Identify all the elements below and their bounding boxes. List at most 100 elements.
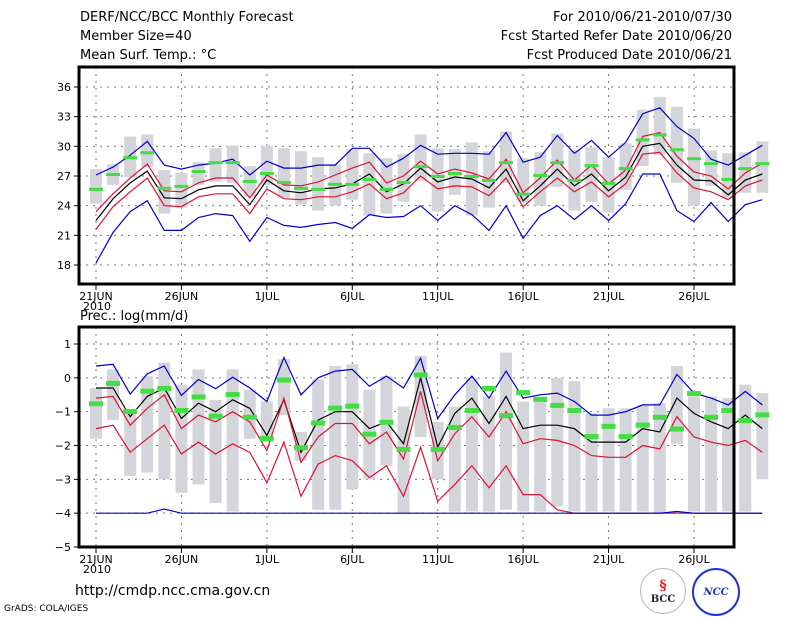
temp-observed-mark <box>635 138 650 142</box>
temp-line-min_upper <box>95 107 763 176</box>
temp-ytick-label: 27 <box>57 170 71 183</box>
temp-spread-box <box>500 131 513 183</box>
prec-observed-mark <box>738 418 753 424</box>
prec-xtick-label: 21JUL <box>593 553 625 566</box>
prec-ytick-label: −2 <box>55 440 71 453</box>
prec-observed-mark <box>447 424 462 430</box>
temp-observed-mark <box>413 165 428 169</box>
temp-observed-mark <box>533 174 548 177</box>
temp-spread-box <box>158 170 171 214</box>
prec-spread-box <box>90 387 102 439</box>
forecast-period: For 2010/06/21-2010/07/30 <box>553 10 732 25</box>
temp-spread-box <box>636 109 649 167</box>
temp-xtick-label: 26JUN <box>165 290 199 303</box>
prec-ytick-label: 1 <box>64 338 71 351</box>
temp-line-spread_upper <box>95 131 763 213</box>
website-url[interactable]: http://cmdp.ncc.cma.gov.cn <box>75 583 271 599</box>
prec-observed-mark <box>687 391 701 397</box>
prec-observed-mark <box>362 431 377 437</box>
prec-observed-mark <box>140 388 155 394</box>
prec-observed-mark <box>396 446 411 452</box>
temp-observed-mark <box>704 162 719 166</box>
temp-observed-mark <box>328 182 343 186</box>
temp-observed-mark <box>396 180 411 184</box>
prec-observed-mark <box>123 408 138 414</box>
temp-panel: 18 21 24 27 30 33 36 21JUN 26JUN 1JUL 6JUL 11JUL 16J… <box>57 65 770 313</box>
temp-ytick-label: 21 <box>57 229 71 242</box>
temp-observed-mark <box>652 133 667 137</box>
prec-spread-box <box>158 362 171 480</box>
temp-xtick-label: 21JUN <box>79 290 113 303</box>
temp-observed-mark <box>276 180 291 184</box>
prec-observed-mark <box>516 390 531 396</box>
prec-observed-mark <box>567 407 582 413</box>
temp-observed-mark <box>516 192 531 196</box>
temp-line-ensemble_mean <box>95 142 763 221</box>
prec-observed-mark <box>208 413 223 419</box>
prec-observed-mark <box>652 414 667 420</box>
prec-spread-box <box>619 408 632 512</box>
temp-observed-mark <box>345 182 360 186</box>
temp-spread-box <box>705 150 718 186</box>
prec-title: Prec.: log(mm/d) <box>80 309 189 324</box>
prec-spread-box <box>551 377 564 507</box>
prec-observed-mark <box>311 420 326 426</box>
prec-observed-mark <box>242 414 257 420</box>
prec-observed-mark <box>464 407 479 413</box>
temp-observed-mark <box>259 172 274 176</box>
prec-spread-box <box>670 365 683 444</box>
temp-spread-box <box>175 173 188 208</box>
prec-observed-mark <box>225 392 240 398</box>
temp-line-max <box>95 173 763 264</box>
prec-xtick-label: 21JUN <box>79 553 113 566</box>
prec-spread-box <box>756 393 769 480</box>
forecast-produced-date: Fcst Produced Date 2010/06/21 <box>526 48 732 63</box>
prec-spread-box <box>739 384 752 512</box>
temp-ytick-label: 33 <box>57 111 71 124</box>
temp-observed-mark <box>721 177 736 181</box>
prec-observed-mark <box>584 434 599 440</box>
prec-observed-mark <box>550 402 565 408</box>
prec-year-label: 2010 <box>83 563 111 576</box>
prec-observed-mark <box>174 407 189 413</box>
prec-observed-mark <box>345 403 360 409</box>
temp-observed-mark <box>242 179 257 183</box>
prec-xtick-label: 26JUN <box>165 553 199 566</box>
bcc-logo: § BCC <box>640 568 686 614</box>
temp-observed-mark <box>738 167 753 171</box>
temp-xtick-label: 6JUL <box>340 290 365 303</box>
prec-observed-mark <box>669 426 684 432</box>
prec-observed-mark <box>618 434 633 440</box>
prec-spread-box <box>534 401 547 512</box>
prec-observed-mark <box>499 413 514 419</box>
temp-ytick-label: 36 <box>57 81 71 94</box>
temp-spread-box <box>414 134 427 181</box>
temp-observed-mark <box>362 177 377 181</box>
prec-spread-box <box>277 359 290 416</box>
temp-spread-box <box>756 141 769 193</box>
prec-spread-box <box>226 369 239 512</box>
prec-ytick-label: −1 <box>55 406 71 419</box>
prec-observed-mark <box>413 372 428 378</box>
temp-observed-mark <box>311 187 326 191</box>
temp-spread-box <box>295 151 308 205</box>
prec-spread-box <box>312 379 325 510</box>
temp-line-spread_lower <box>95 151 763 230</box>
prec-spread-box <box>722 398 735 512</box>
prec-observed-mark <box>106 380 121 386</box>
prec-observed-mark <box>89 401 103 407</box>
temp-observed-mark <box>157 186 172 190</box>
temp-spread-box <box>260 146 273 185</box>
prec-line-max <box>95 355 763 420</box>
temp-xtick-label: 21JUL <box>593 290 625 303</box>
temp-year-label: 2010 <box>83 300 111 313</box>
prec-panel: −5 −4 −3 −2 −1 0 1 21JUN 26JUN 1JUL 6JUL 11JUL 16JUL… <box>55 325 770 576</box>
prec-observed-mark <box>328 405 343 411</box>
prec-ytick-label: −5 <box>55 541 71 554</box>
prec-spread-box <box>209 399 222 504</box>
temp-observed-mark <box>430 174 445 178</box>
member-size: Member Size=40 <box>80 29 192 44</box>
prec-ytick-label: 0 <box>64 372 71 385</box>
temp-observed-mark <box>464 174 479 178</box>
temp-spread-box <box>346 149 359 200</box>
